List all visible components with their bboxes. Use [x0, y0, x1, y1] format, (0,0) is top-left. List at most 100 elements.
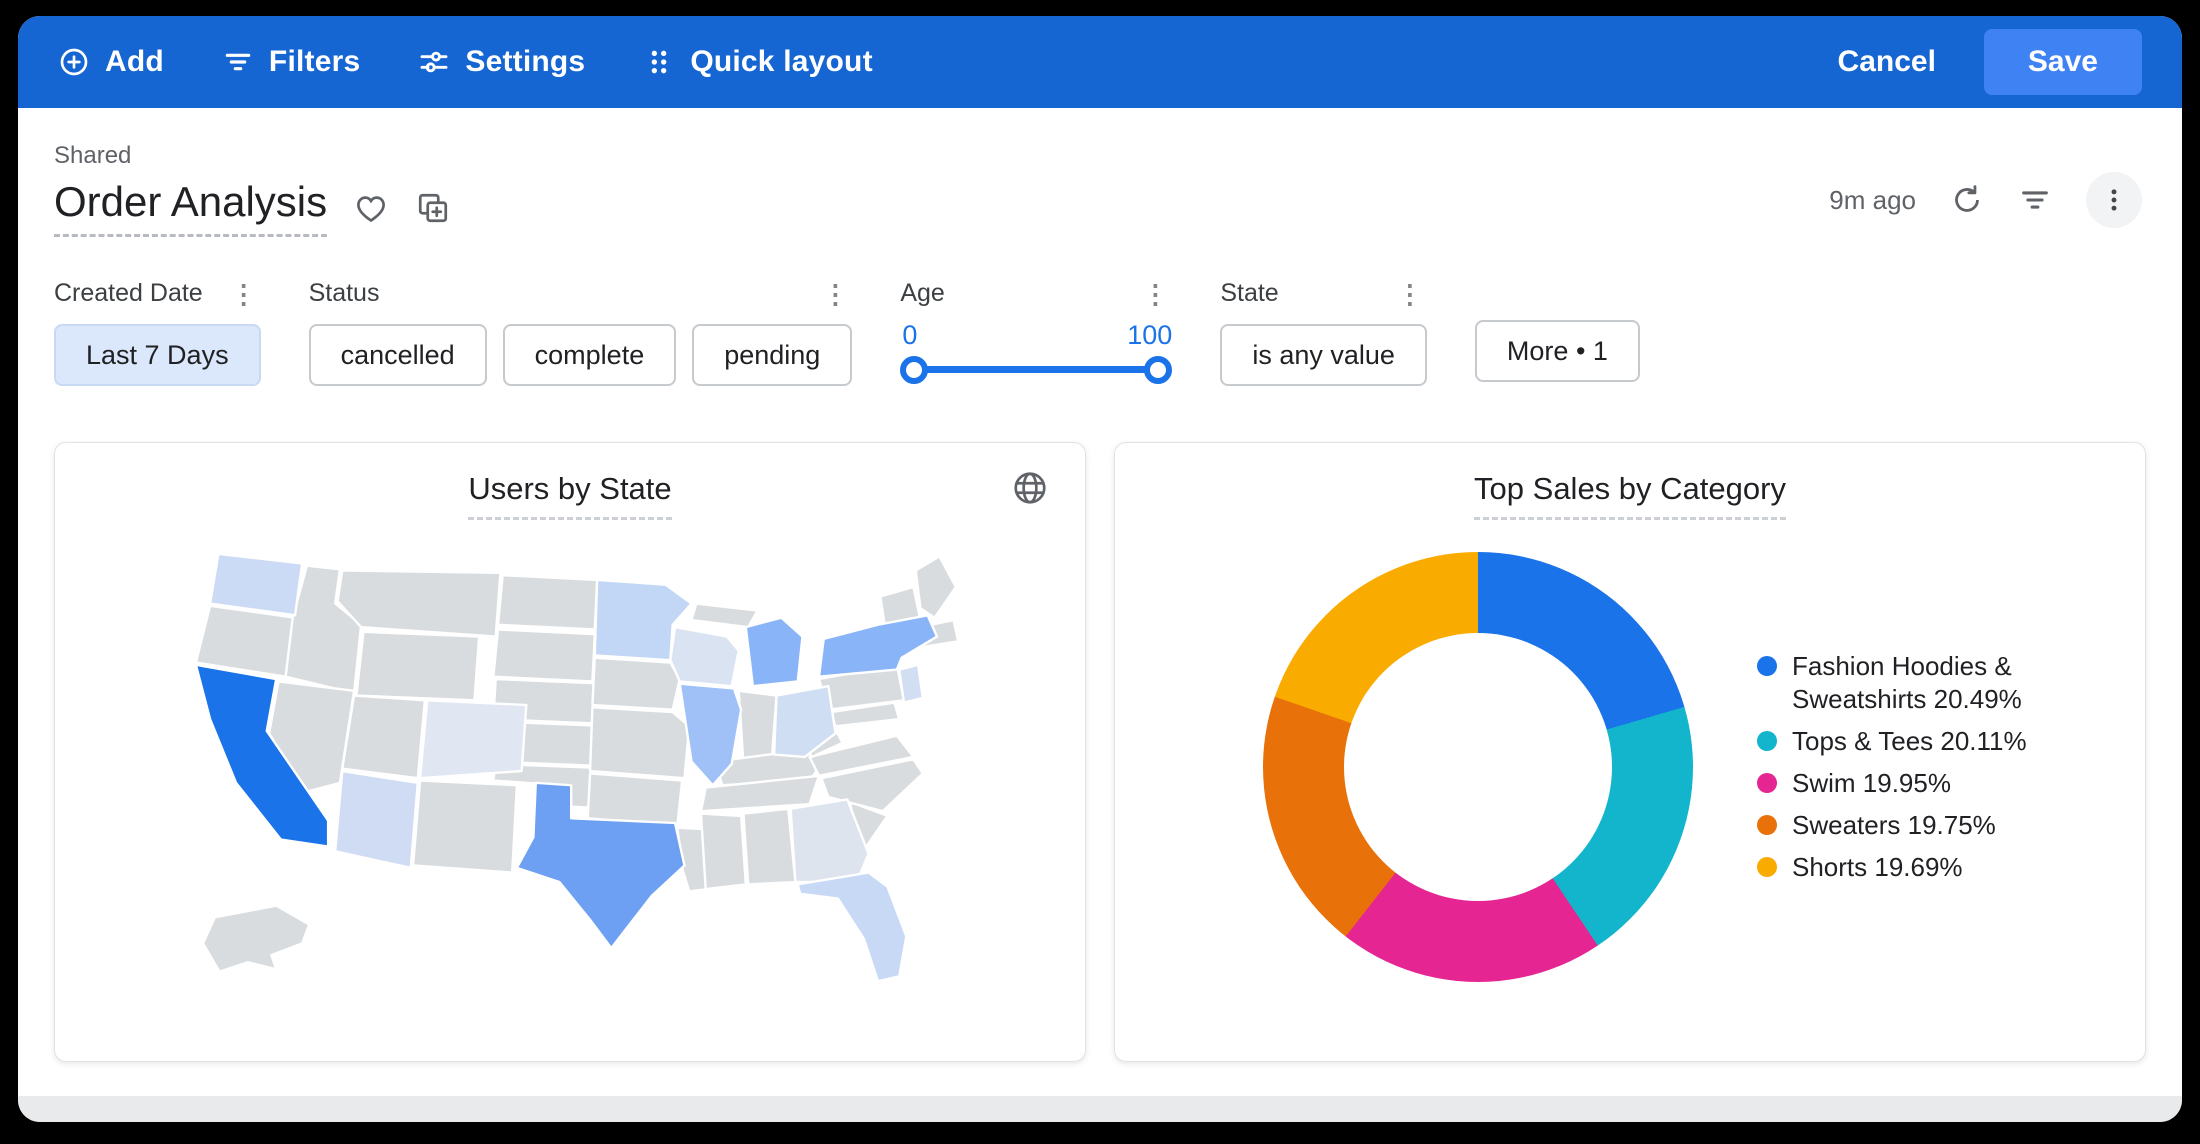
- state-IN[interactable]: [737, 689, 778, 766]
- add-button[interactable]: Add: [58, 45, 164, 79]
- cancel-button[interactable]: Cancel: [1837, 45, 1936, 78]
- state-MI[interactable]: [744, 616, 804, 688]
- refresh-icon[interactable]: [1950, 183, 1984, 217]
- map-tile-title: Users by State: [468, 471, 672, 520]
- status-chip-pending[interactable]: pending: [692, 324, 853, 386]
- state-SD[interactable]: [492, 628, 596, 683]
- state-MO[interactable]: [588, 706, 691, 780]
- state-AL[interactable]: [742, 807, 797, 886]
- state-WY[interactable]: [355, 630, 481, 702]
- dashboard-filter-icon[interactable]: [2018, 183, 2052, 217]
- legend-dot: [1757, 773, 1777, 793]
- dashboard-actions: 9m ago: [1829, 172, 2142, 228]
- state-AZ[interactable]: [334, 769, 419, 870]
- donut-chart-area: Fashion Hoodies & Sweatshirts 20.49% Tops…: [1115, 552, 2145, 982]
- slider-handle-max[interactable]: [1144, 356, 1173, 384]
- legend-item: Fashion Hoodies & Sweatshirts 20.49%: [1757, 650, 2127, 718]
- state-MN[interactable]: [593, 578, 693, 662]
- state-CO[interactable]: [418, 699, 528, 780]
- status-chip-cancelled[interactable]: cancelled: [308, 324, 487, 386]
- drag-grid-icon: [643, 46, 675, 78]
- filter-status-label: Status: [308, 279, 380, 307]
- filters-button[interactable]: Filters: [222, 45, 360, 79]
- filter-state-menu-icon[interactable]: ⋮: [1396, 278, 1423, 309]
- state-IA[interactable]: [591, 656, 681, 711]
- state-IL[interactable]: [678, 682, 743, 787]
- state-CA[interactable]: [194, 663, 330, 848]
- state-WI[interactable]: [669, 625, 740, 688]
- state-OR[interactable]: [194, 604, 297, 678]
- quick-layout-button[interactable]: Quick layout: [643, 45, 873, 79]
- state-MI-upper[interactable]: [690, 602, 759, 629]
- state-TN[interactable]: [699, 774, 821, 813]
- slider-track[interactable]: [912, 366, 1161, 373]
- dashboard-title-block: Shared Order Analysis: [54, 142, 451, 237]
- legend-label: Shorts 19.69%: [1792, 851, 1963, 882]
- age-range-slider[interactable]: 0 100: [900, 320, 1173, 386]
- tile-users-by-state[interactable]: Users by State: [54, 442, 1086, 1062]
- filter-more: More • 1: [1474, 279, 1640, 382]
- filter-status: Status ⋮ cancelled complete pending: [308, 278, 853, 386]
- dashboard-more-menu[interactable]: [2086, 172, 2142, 228]
- state-FL[interactable]: [796, 871, 908, 983]
- state-value-chip[interactable]: is any value: [1220, 324, 1427, 386]
- us-choropleth-map: [194, 552, 960, 983]
- save-button[interactable]: Save: [1983, 29, 2142, 95]
- legend-label: Sweaters 19.75%: [1792, 809, 1996, 840]
- filter-state-label: State: [1220, 279, 1279, 307]
- edit-toolbar: Add Filters Settings Quick layout Cancel…: [18, 16, 2182, 108]
- state-NM[interactable]: [411, 779, 519, 874]
- state-AK[interactable]: [201, 904, 311, 973]
- legend-dot: [1757, 856, 1777, 877]
- filter-age: Age ⋮ 0 100: [900, 278, 1173, 386]
- legend-item: Tops & Tees 20.11%: [1757, 725, 2127, 759]
- state-NY[interactable]: [817, 614, 939, 678]
- legend-label: Swim 19.95%: [1792, 768, 1951, 798]
- filter-created-date-menu-icon[interactable]: ⋮: [230, 278, 257, 309]
- legend-dot: [1757, 814, 1777, 835]
- breadcrumb[interactable]: Shared: [54, 142, 132, 169]
- state-ID[interactable]: [284, 564, 363, 695]
- state-VA[interactable]: [808, 734, 915, 777]
- state-NC[interactable]: [820, 758, 924, 813]
- tile-top-sales-by-category[interactable]: Top Sales by Category Fashion Hoodies & …: [1114, 442, 2146, 1062]
- canvas-footer-strip: [18, 1096, 2182, 1122]
- settings-label: Settings: [465, 45, 586, 78]
- state-ME[interactable]: [914, 555, 958, 619]
- legend-item: Shorts 19.69%: [1757, 851, 2127, 885]
- donut-tile-title: Top Sales by Category: [1474, 471, 1786, 520]
- state-MT[interactable]: [336, 569, 502, 638]
- settings-button[interactable]: Settings: [418, 45, 585, 79]
- legend-dot: [1757, 655, 1777, 676]
- state-NJ[interactable]: [898, 663, 924, 704]
- favorite-heart-icon[interactable]: [353, 190, 389, 226]
- filter-created-date: Created Date ⋮ Last 7 Days: [54, 279, 261, 386]
- slider-handle-min[interactable]: [900, 356, 929, 384]
- state-TX[interactable]: [515, 781, 686, 950]
- last-updated-text: 9m ago: [1829, 184, 1916, 215]
- state-MS[interactable]: [699, 812, 747, 891]
- legend-label: Fashion Hoodies & Sweatshirts 20.49%: [1792, 650, 2022, 715]
- donut-ring[interactable]: [1263, 552, 1693, 982]
- add-to-board-icon[interactable]: [415, 190, 451, 226]
- filter-age-menu-icon[interactable]: ⋮: [1142, 278, 1169, 309]
- dashboard-edit-window: Add Filters Settings Quick layout Cancel…: [18, 16, 2182, 1122]
- created-date-value-chip[interactable]: Last 7 Days: [54, 324, 261, 386]
- page-title[interactable]: Order Analysis: [54, 178, 328, 237]
- filter-status-menu-icon[interactable]: ⋮: [822, 278, 849, 309]
- state-ND[interactable]: [496, 574, 599, 631]
- state-GA[interactable]: [789, 798, 870, 884]
- state-AR[interactable]: [586, 772, 684, 827]
- legend-label: Tops & Tees 20.11%: [1792, 726, 2027, 757]
- state-UT[interactable]: [341, 694, 427, 780]
- globe-icon[interactable]: [1011, 469, 1049, 512]
- filter-created-date-label: Created Date: [54, 279, 203, 307]
- status-chip-complete[interactable]: complete: [502, 324, 677, 386]
- filter-age-label: Age: [900, 279, 945, 307]
- legend-dot: [1757, 731, 1777, 752]
- age-max-value: 100: [1127, 320, 1173, 350]
- more-filters-chip[interactable]: More • 1: [1474, 320, 1640, 382]
- state-WA[interactable]: [208, 552, 304, 617]
- state-OH[interactable]: [772, 684, 837, 759]
- filter-bar: Created Date ⋮ Last 7 Days Status ⋮ canc…: [54, 279, 2146, 386]
